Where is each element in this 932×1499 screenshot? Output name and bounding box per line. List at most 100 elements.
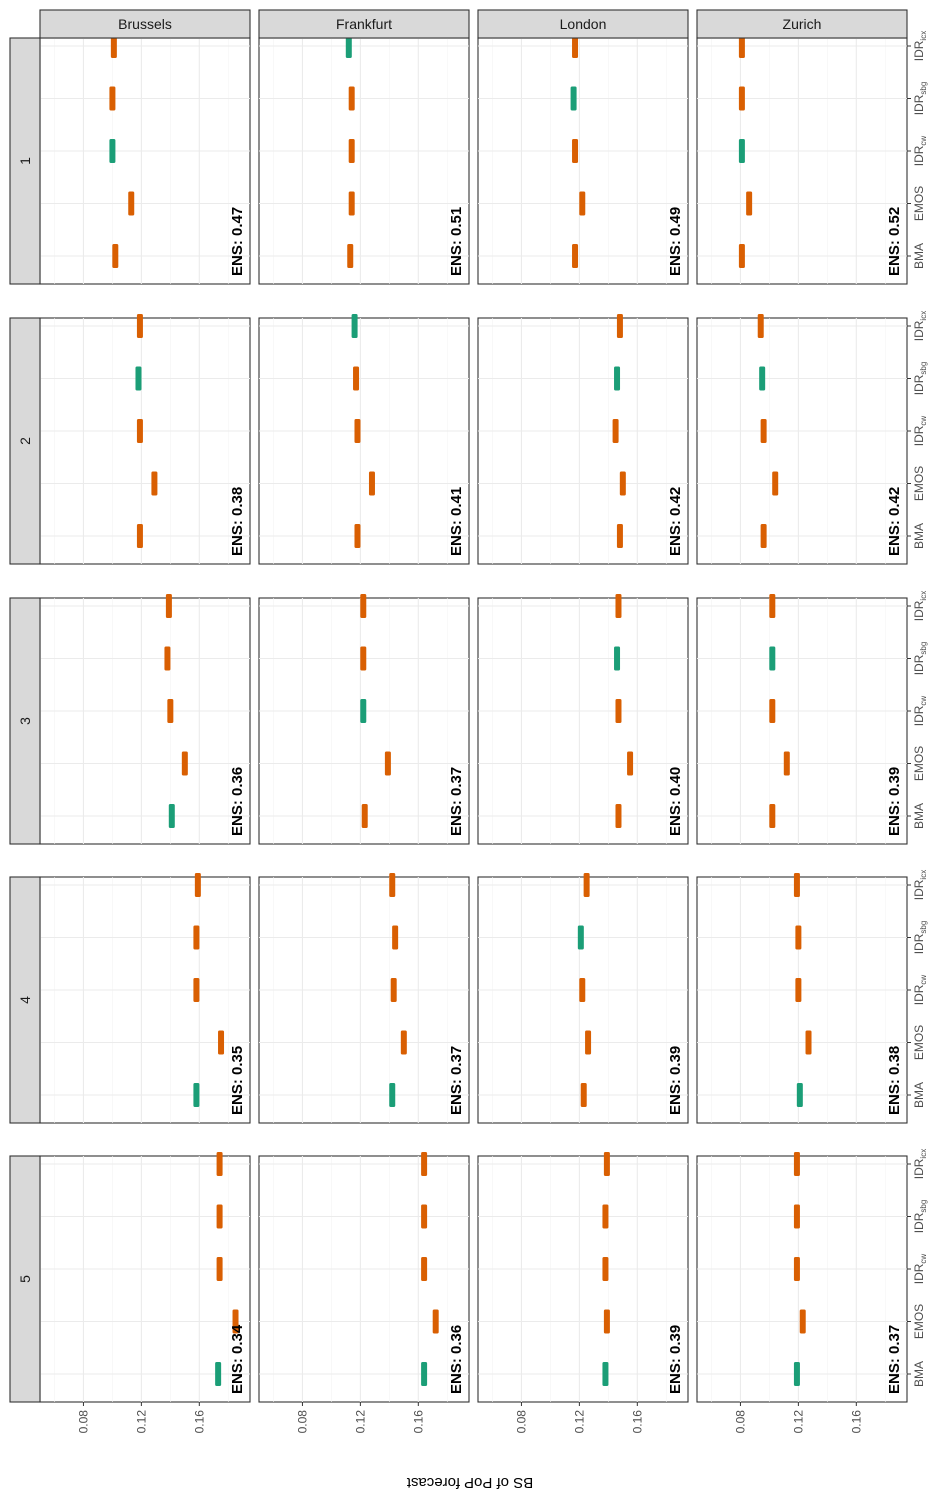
value-tick-label: 0.16 [849,1410,863,1434]
method-tick-label: IDRsbg [912,1200,928,1234]
panel-background [696,597,908,845]
panel-brussels-lead-5: ENS: 0.34 [39,1152,251,1403]
strip-label: 1 [17,157,33,165]
point-idr-sbg [348,86,355,111]
point-idr-cw [760,419,767,443]
panel-london-lead-3: ENS: 0.40 [477,594,689,845]
point-idr-icx [421,1152,428,1176]
axes: 0.16 0.12 0.08 0.16 0.12 0.08 0.16 0.12 0.08 0.16… [76,31,928,1434]
panel-background [258,37,470,285]
point-bma [760,524,767,548]
point-idr-icx [389,873,396,897]
point-idr-cw [390,978,397,1002]
point-emos [368,471,375,496]
ens-label: ENS: 0.38 [229,487,246,556]
value-tick-label: 0.08 [733,1410,747,1434]
panel-zurich-lead-2: ENS: 0.42 [696,314,908,565]
panel-background [258,876,470,1124]
value-tick-label: 0.16 [192,1410,206,1434]
point-emos [619,471,626,496]
method-tick-label: IDRsbg [912,362,928,396]
strip-label: London [560,16,607,32]
panel-background [477,317,689,565]
panel-background [39,37,251,285]
method-tick-label: IDRcw [912,416,928,447]
point-bma [615,804,622,828]
point-idr-cw [348,139,355,163]
method-tick-label: IDRcw [912,975,928,1006]
lead-strip-4: 4 [9,876,41,1124]
panel-frankfurt-lead-2: ENS: 0.41 [258,314,470,565]
panel-london-lead-2: ENS: 0.42 [477,314,689,565]
panel-frankfurt-lead-3: ENS: 0.37 [258,594,470,845]
method-tick-label: IDRcw [912,696,928,727]
panel-background [477,1155,689,1403]
point-bma [616,524,623,548]
point-idr-sbg [614,366,621,391]
point-bma [136,524,143,548]
point-emos [585,1030,592,1055]
ens-label: ENS: 0.49 [667,207,684,276]
ens-label: ENS: 0.37 [448,767,465,836]
strip-background [258,9,470,39]
point-idr-sbg [421,1204,428,1229]
panel-brussels-lead-3: ENS: 0.36 [39,594,251,845]
point-idr-icx [194,873,201,897]
value-tick-label: 0.08 [295,1410,309,1434]
point-bma [361,804,368,828]
ens-label: ENS: 0.42 [886,487,903,556]
panel-frankfurt-lead-5: ENS: 0.36 [258,1152,470,1403]
point-bma [354,524,361,548]
point-idr-sbg [738,86,745,111]
ens-label: ENS: 0.34 [229,1324,246,1394]
point-idr-icx [572,34,579,58]
panel-background [696,876,908,1124]
method-tick-label: BMA [912,1361,926,1387]
panel-london-lead-4: ENS: 0.39 [477,873,689,1124]
method-tick-label: BMA [912,803,926,829]
value-tick-label: 0.12 [134,1410,148,1434]
method-tick-label: BMA [912,243,926,269]
point-emos [579,191,586,216]
point-idr-icx [345,34,352,58]
point-idr-icx [738,34,745,58]
method-tick-label: EMOS [912,1025,926,1060]
point-idr-cw [602,1257,609,1281]
point-emos [746,191,753,216]
value-tick-label: 0.12 [572,1410,586,1434]
ens-label: ENS: 0.42 [667,487,684,556]
point-idr-icx [583,873,590,897]
point-idr-cw [167,699,174,723]
point-emos [232,1309,239,1334]
strip-background [696,9,908,39]
point-idr-sbg [193,925,200,950]
ens-label: ENS: 0.37 [448,1046,465,1115]
ens-label: ENS: 0.35 [229,1046,246,1115]
ens-label: ENS: 0.36 [448,1325,465,1394]
point-idr-icx [757,314,764,338]
ens-label: ENS: 0.39 [667,1325,684,1394]
point-idr-sbg [109,86,116,111]
point-bma [193,1083,200,1107]
strip-label: 3 [17,717,33,725]
ens-label: ENS: 0.40 [667,767,684,836]
panel-background [39,876,251,1124]
station-strip-frankfurt: Frankfurt [258,9,470,39]
point-idr-sbg [360,646,367,671]
panels: ENS: 0.47 ENS: 0.51 ENS: 0.49 ENS: 0.52 ENS:… [39,34,908,1403]
point-emos [128,191,135,216]
method-tick-label: EMOS [912,466,926,501]
point-idr-cw [360,699,367,723]
point-idr-icx [603,1152,610,1176]
strip-background [9,37,41,285]
panel-background [696,1155,908,1403]
point-bma [602,1362,609,1386]
method-tick-label: IDRicx [912,311,928,341]
point-idr-cw [769,699,776,723]
point-emos [627,751,634,776]
point-emos [400,1030,407,1055]
value-tick-label: 0.08 [76,1410,90,1434]
point-idr-icx [793,1152,800,1176]
point-idr-cw [579,978,586,1002]
strip-background [9,1155,41,1403]
